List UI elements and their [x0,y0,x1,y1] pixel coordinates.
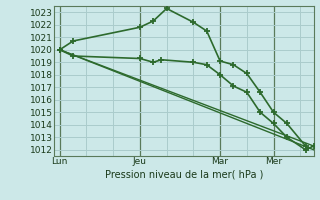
X-axis label: Pression niveau de la mer( hPa ): Pression niveau de la mer( hPa ) [105,169,263,179]
